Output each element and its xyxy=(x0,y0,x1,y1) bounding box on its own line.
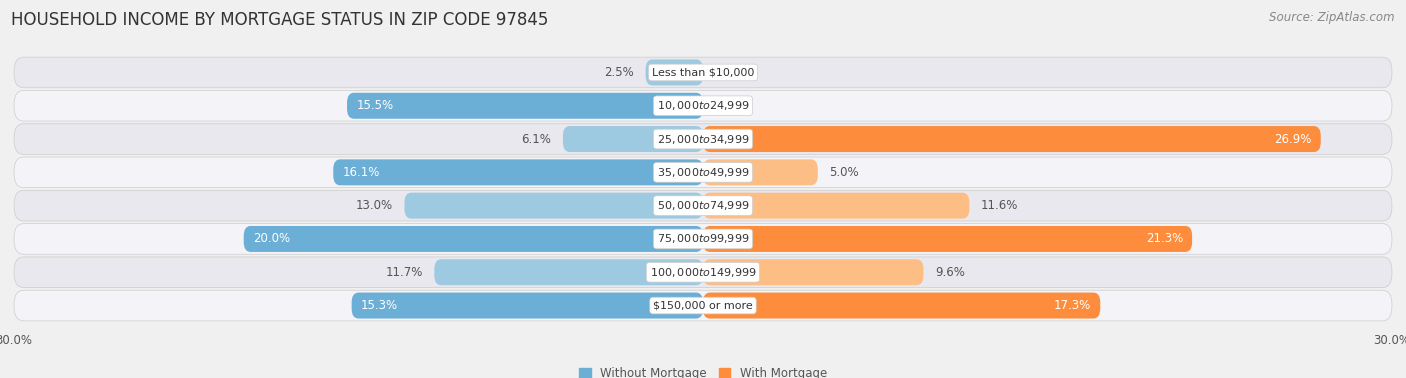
Legend: Without Mortgage, With Mortgage: Without Mortgage, With Mortgage xyxy=(574,362,832,378)
Text: 6.1%: 6.1% xyxy=(522,133,551,146)
FancyBboxPatch shape xyxy=(333,160,703,185)
Text: 17.3%: 17.3% xyxy=(1054,299,1091,312)
FancyBboxPatch shape xyxy=(14,157,1392,187)
Text: 2.5%: 2.5% xyxy=(605,66,634,79)
Text: 9.6%: 9.6% xyxy=(935,266,965,279)
Text: 5.0%: 5.0% xyxy=(830,166,859,179)
Text: 16.1%: 16.1% xyxy=(343,166,380,179)
Text: $100,000 to $149,999: $100,000 to $149,999 xyxy=(650,266,756,279)
Text: $35,000 to $49,999: $35,000 to $49,999 xyxy=(657,166,749,179)
Text: $75,000 to $99,999: $75,000 to $99,999 xyxy=(657,232,749,245)
FancyBboxPatch shape xyxy=(14,90,1392,121)
FancyBboxPatch shape xyxy=(405,193,703,218)
FancyBboxPatch shape xyxy=(703,293,1101,319)
FancyBboxPatch shape xyxy=(243,226,703,252)
Text: $25,000 to $34,999: $25,000 to $34,999 xyxy=(657,133,749,146)
FancyBboxPatch shape xyxy=(434,259,703,285)
FancyBboxPatch shape xyxy=(14,224,1392,254)
FancyBboxPatch shape xyxy=(703,126,1320,152)
FancyBboxPatch shape xyxy=(703,160,818,185)
FancyBboxPatch shape xyxy=(703,259,924,285)
Text: 21.3%: 21.3% xyxy=(1146,232,1182,245)
FancyBboxPatch shape xyxy=(562,126,703,152)
FancyBboxPatch shape xyxy=(347,93,703,119)
Text: 11.7%: 11.7% xyxy=(385,266,423,279)
FancyBboxPatch shape xyxy=(352,293,703,319)
FancyBboxPatch shape xyxy=(14,290,1392,321)
Text: 15.5%: 15.5% xyxy=(356,99,394,112)
Text: HOUSEHOLD INCOME BY MORTGAGE STATUS IN ZIP CODE 97845: HOUSEHOLD INCOME BY MORTGAGE STATUS IN Z… xyxy=(11,11,548,29)
Text: 11.6%: 11.6% xyxy=(981,199,1018,212)
FancyBboxPatch shape xyxy=(14,124,1392,154)
Text: $150,000 or more: $150,000 or more xyxy=(654,301,752,311)
FancyBboxPatch shape xyxy=(703,226,1192,252)
Text: 20.0%: 20.0% xyxy=(253,232,290,245)
FancyBboxPatch shape xyxy=(14,257,1392,288)
Text: $10,000 to $24,999: $10,000 to $24,999 xyxy=(657,99,749,112)
Text: 13.0%: 13.0% xyxy=(356,199,392,212)
Text: $50,000 to $74,999: $50,000 to $74,999 xyxy=(657,199,749,212)
FancyBboxPatch shape xyxy=(14,191,1392,221)
Text: Source: ZipAtlas.com: Source: ZipAtlas.com xyxy=(1270,11,1395,24)
Text: 15.3%: 15.3% xyxy=(361,299,398,312)
FancyBboxPatch shape xyxy=(645,59,703,85)
FancyBboxPatch shape xyxy=(703,193,969,218)
Text: 26.9%: 26.9% xyxy=(1274,133,1312,146)
Text: Less than $10,000: Less than $10,000 xyxy=(652,67,754,77)
FancyBboxPatch shape xyxy=(14,57,1392,88)
